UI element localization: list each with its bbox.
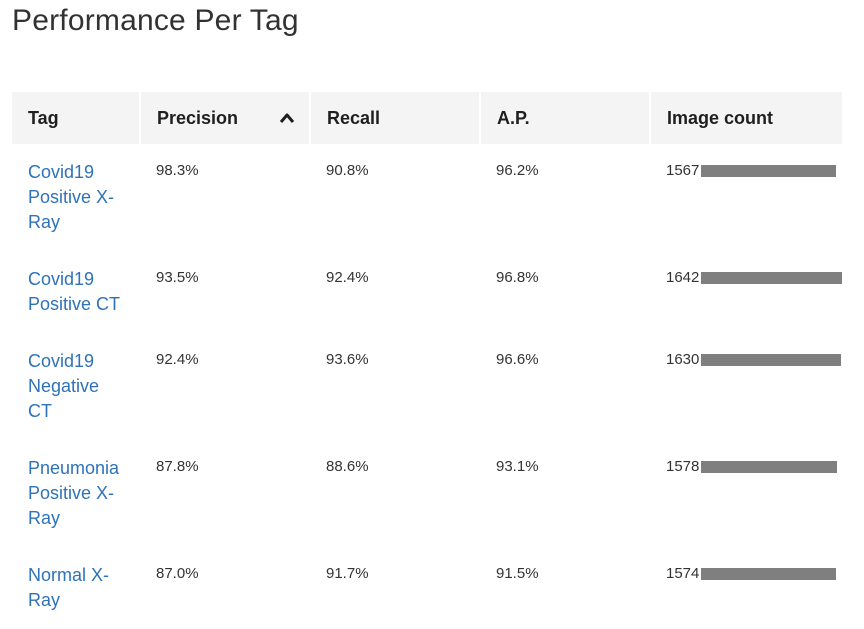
column-header-tag-label: Tag [28,107,59,128]
recall-cell: 92.4% [326,269,369,286]
header-row: Tag Precision Recall A.P. Ima [12,92,842,144]
ap-cell: 96.6% [496,351,539,368]
image-count-bar-track [701,353,842,366]
tag-cell: Normal X-Ray [12,547,140,629]
image-count-value: 1567 [666,162,700,179]
column-header-recall-label: Recall [327,107,381,128]
image-count-wrap: 1574 [666,563,842,582]
column-header-precision-inner: Precision [157,108,309,129]
image-count-wrap: 1642 [666,267,842,286]
tag-cell: Covid19 Positive X-Ray [12,144,140,251]
precision-cell: 92.4% [156,351,199,368]
table-row: Normal X-Ray 87.0% 91.7% 91.5% 1574 [12,547,842,629]
recall-cell: 90.8% [326,162,369,179]
tag-link[interactable]: Covid19 Negative CT [28,351,100,421]
column-header-precision-label: Precision [157,107,239,128]
image-count-cell: 1578 [650,440,842,547]
column-header-recall[interactable]: Recall [310,92,481,144]
image-count-bar [701,271,842,284]
table-row: Pneumonia Positive X-Ray 87.8% 88.6% 93.… [12,440,842,547]
tag-link[interactable]: Covid19 Positive CT [28,269,121,314]
image-count-wrap: 1567 [666,160,842,179]
image-count-value: 1630 [666,351,700,368]
image-count-wrap: 1578 [666,456,842,475]
precision-cell: 98.3% [156,162,199,179]
tag-link[interactable]: Normal X-Ray [28,565,110,610]
tag-link[interactable]: Covid19 Positive X-Ray [28,162,115,232]
ap-cell: 96.8% [496,269,539,286]
image-count-wrap: 1630 [666,349,842,368]
image-count-cell: 1630 [650,333,842,440]
tag-cell: Covid19 Negative CT [12,333,140,440]
table-row: Covid19 Negative CT 92.4% 93.6% 96.6% 16… [12,333,842,440]
precision-cell: 87.0% [156,565,199,582]
column-header-image-count-label: Image count [667,107,774,128]
table-header: Tag Precision Recall A.P. Ima [12,92,842,144]
image-count-bar-track [701,567,842,580]
performance-table: Tag Precision Recall A.P. Ima [12,92,842,629]
tag-cell: Pneumonia Positive X-Ray [12,440,140,547]
image-count-value: 1574 [666,565,700,582]
image-count-cell: 1574 [650,547,842,629]
image-count-bar [701,164,836,177]
image-count-bar [701,353,841,366]
image-count-cell: 1567 [650,144,842,251]
ap-cell: 93.1% [496,458,539,475]
table-row: Covid19 Positive CT 93.5% 92.4% 96.8% 16… [12,251,842,333]
column-header-image-count[interactable]: Image count [650,92,842,144]
recall-cell: 93.6% [326,351,369,368]
image-count-cell: 1642 [650,251,842,333]
chevron-up-icon[interactable] [279,112,295,124]
table-body: Covid19 Positive X-Ray 98.3% 90.8% 96.2%… [12,144,842,629]
image-count-value: 1578 [666,458,700,475]
image-count-bar-track [701,164,842,177]
tag-cell: Covid19 Positive CT [12,251,140,333]
column-header-ap[interactable]: A.P. [480,92,651,144]
ap-cell: 91.5% [496,565,539,582]
precision-cell: 87.8% [156,458,199,475]
column-header-ap-label: A.P. [497,107,530,128]
recall-cell: 88.6% [326,458,369,475]
page-title: Performance Per Tag [12,4,299,37]
column-header-tag[interactable]: Tag [12,92,141,144]
column-header-precision[interactable]: Precision [140,92,311,144]
image-count-bar-track [701,460,842,473]
image-count-bar-track [701,271,842,284]
tag-link[interactable]: Pneumonia Positive X-Ray [28,458,120,528]
ap-cell: 96.2% [496,162,539,179]
table-row: Covid19 Positive X-Ray 98.3% 90.8% 96.2%… [12,144,842,251]
recall-cell: 91.7% [326,565,369,582]
image-count-value: 1642 [666,269,700,286]
image-count-bar [701,460,837,473]
image-count-bar [701,567,837,580]
precision-cell: 93.5% [156,269,199,286]
